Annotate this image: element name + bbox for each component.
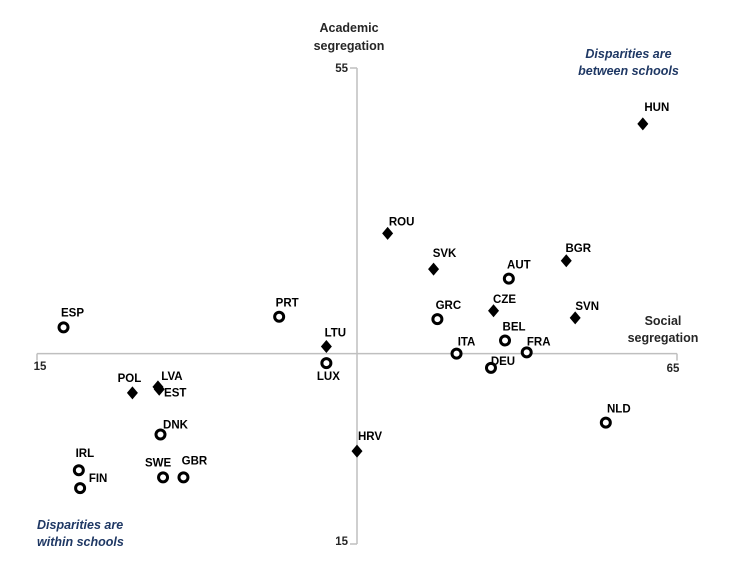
country-label-deu: DEU bbox=[491, 356, 515, 368]
marker-diamond-svn bbox=[569, 311, 581, 325]
annotation-within-line1: Disparities are bbox=[37, 518, 124, 532]
marker-diamond-hun bbox=[637, 117, 649, 131]
country-label-prt: PRT bbox=[276, 298, 299, 310]
x-axis-title-line2: segregation bbox=[627, 331, 699, 345]
country-label-gbr: GBR bbox=[182, 455, 208, 467]
annotation-within-schools: Disparities are within schools bbox=[37, 517, 197, 551]
marker-circle-nld bbox=[599, 416, 612, 429]
marker-diamond-rou bbox=[382, 226, 394, 240]
country-label-lva: LVA bbox=[161, 371, 182, 383]
marker-circle-grc bbox=[431, 313, 444, 326]
y-axis-max-tick-label: 55 bbox=[335, 63, 348, 75]
marker-diamond-svk bbox=[428, 262, 440, 276]
country-label-est: EST bbox=[164, 387, 186, 399]
marker-circle-fin bbox=[74, 482, 87, 495]
country-label-grc: GRC bbox=[436, 300, 462, 312]
annotation-between-line2: between schools bbox=[578, 64, 679, 78]
marker-circle-swe bbox=[157, 471, 170, 484]
marker-circle-fra bbox=[520, 346, 533, 359]
x-axis-max-tick-label: 65 bbox=[666, 363, 680, 375]
country-label-hrv: HRV bbox=[358, 431, 382, 443]
annotation-between-schools: Disparities are between schools bbox=[556, 46, 701, 80]
country-label-bel: BEL bbox=[503, 322, 526, 334]
marker-diamond-ltu bbox=[320, 339, 332, 353]
country-label-swe: SWE bbox=[145, 457, 172, 469]
country-label-fin: FIN bbox=[89, 473, 108, 485]
country-label-bgr: BGR bbox=[565, 243, 591, 255]
marker-circle-ita bbox=[450, 347, 463, 360]
country-label-lux: LUX bbox=[317, 371, 340, 383]
y-axis-min-tick-label: 15 bbox=[335, 536, 348, 548]
country-label-fra: FRA bbox=[527, 336, 551, 348]
marker-circle-irl bbox=[72, 464, 85, 477]
y-axis-title-line1: Academic bbox=[319, 21, 379, 35]
marker-circle-dnk bbox=[154, 428, 167, 441]
y-axis-title: Academic segregation bbox=[289, 19, 409, 55]
country-label-cze: CZE bbox=[493, 294, 516, 306]
annotation-within-line2: within schools bbox=[37, 535, 124, 549]
x-axis-title: Social segregation bbox=[603, 313, 723, 347]
country-label-svn: SVN bbox=[575, 301, 599, 313]
marker-circle-lux bbox=[320, 357, 333, 370]
annotation-between-line1: Disparities are bbox=[585, 47, 672, 61]
marker-circle-esp bbox=[57, 321, 70, 334]
x-axis-min-tick-label: 15 bbox=[33, 361, 47, 373]
marker-circle-deu bbox=[484, 361, 497, 374]
marker-diamond-cze bbox=[488, 304, 500, 318]
marker-circle-bel bbox=[499, 334, 512, 347]
country-label-aut: AUT bbox=[507, 260, 531, 272]
marker-circle-prt bbox=[273, 310, 286, 323]
country-label-dnk: DNK bbox=[163, 420, 189, 432]
marker-diamond-hrv bbox=[351, 444, 363, 458]
country-label-esp: ESP bbox=[61, 307, 84, 319]
x-axis-title-line1: Social bbox=[644, 314, 682, 328]
country-label-ltu: LTU bbox=[325, 327, 347, 339]
marker-diamond-est bbox=[153, 382, 165, 396]
country-label-irl: IRL bbox=[76, 448, 95, 460]
y-axis-title-line2: segregation bbox=[313, 39, 385, 53]
country-label-ita: ITA bbox=[458, 337, 476, 349]
marker-circle-aut bbox=[502, 272, 515, 285]
country-label-svk: SVK bbox=[433, 248, 457, 260]
country-label-rou: ROU bbox=[389, 216, 415, 228]
country-label-pol: POL bbox=[118, 373, 142, 385]
marker-diamond-bgr bbox=[560, 254, 572, 268]
marker-circle-gbr bbox=[177, 471, 190, 484]
country-label-nld: NLD bbox=[607, 404, 631, 416]
marker-diamond-pol bbox=[126, 386, 138, 400]
country-label-hun: HUN bbox=[644, 102, 669, 114]
